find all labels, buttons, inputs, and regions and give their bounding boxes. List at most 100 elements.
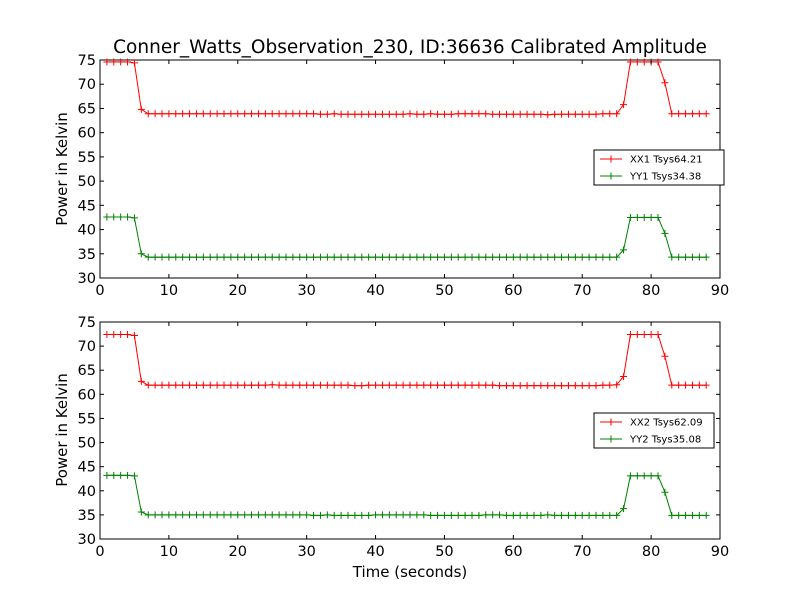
y-tick-label: 60 bbox=[78, 387, 96, 403]
data-point bbox=[475, 253, 483, 261]
x-tick-label: 90 bbox=[711, 544, 729, 560]
data-point bbox=[358, 110, 366, 118]
data-point bbox=[172, 511, 180, 519]
data-point bbox=[206, 253, 214, 261]
legend-marker bbox=[607, 418, 615, 426]
data-point bbox=[626, 331, 634, 339]
data-point bbox=[144, 253, 152, 261]
legend-top: XX1 Tsys64.21 YY1 Tsys34.38 bbox=[593, 149, 725, 186]
data-point bbox=[523, 110, 531, 118]
data-point bbox=[378, 110, 386, 118]
data-point bbox=[392, 511, 400, 519]
data-point bbox=[668, 253, 676, 261]
data-point bbox=[551, 382, 559, 390]
data-point bbox=[158, 511, 166, 519]
data-point bbox=[399, 110, 407, 118]
y-tick-label: 65 bbox=[78, 363, 96, 379]
data-point bbox=[454, 110, 462, 118]
y-tick-label: 40 bbox=[78, 484, 96, 500]
x-tick-label: 50 bbox=[435, 283, 453, 299]
data-point bbox=[206, 381, 214, 389]
data-point bbox=[310, 511, 318, 519]
data-point bbox=[378, 253, 386, 261]
data-point bbox=[468, 511, 476, 519]
data-point bbox=[117, 471, 125, 479]
y-tick-label: 70 bbox=[78, 77, 96, 93]
data-point bbox=[124, 213, 132, 221]
y-tick-label: 55 bbox=[78, 150, 96, 166]
data-point bbox=[351, 382, 359, 390]
data-point bbox=[468, 110, 476, 118]
data-point bbox=[599, 381, 607, 389]
legend-marker bbox=[607, 172, 615, 180]
data-point bbox=[682, 381, 690, 389]
data-point bbox=[468, 381, 476, 389]
y-tick-label: 30 bbox=[78, 271, 96, 287]
data-point bbox=[213, 511, 221, 519]
data-point bbox=[227, 381, 235, 389]
y-tick-label: 35 bbox=[78, 508, 96, 524]
x-tick-label: 70 bbox=[573, 283, 591, 299]
data-point bbox=[509, 511, 517, 519]
data-point bbox=[702, 253, 710, 261]
data-point bbox=[372, 381, 380, 389]
data-point bbox=[440, 381, 448, 389]
data-point bbox=[241, 511, 249, 519]
data-point bbox=[654, 58, 662, 66]
data-point bbox=[620, 372, 628, 380]
data-point bbox=[124, 471, 132, 479]
data-point bbox=[330, 381, 338, 389]
data-point bbox=[303, 253, 311, 261]
x-tick-label: 10 bbox=[160, 544, 178, 560]
data-point bbox=[606, 381, 614, 389]
data-point bbox=[530, 382, 538, 390]
data-point bbox=[688, 511, 696, 519]
data-point bbox=[585, 110, 593, 118]
data-point bbox=[496, 511, 504, 519]
plot-bottom: 0 10 20 30 40 50 60 70 80 9030354045505560657075 … bbox=[53, 315, 729, 581]
data-point bbox=[585, 382, 593, 390]
data-point bbox=[413, 110, 421, 118]
data-point bbox=[234, 110, 242, 118]
data-point bbox=[502, 253, 510, 261]
data-point bbox=[261, 511, 269, 519]
data-point bbox=[516, 253, 524, 261]
data-point bbox=[564, 511, 572, 519]
data-point bbox=[413, 381, 421, 389]
data-point bbox=[647, 213, 655, 221]
data-point bbox=[702, 381, 710, 389]
data-point bbox=[365, 110, 373, 118]
data-point bbox=[358, 382, 366, 390]
data-point bbox=[489, 110, 497, 118]
data-point bbox=[523, 382, 531, 390]
data-point bbox=[179, 381, 187, 389]
data-point bbox=[213, 253, 221, 261]
data-point bbox=[461, 381, 469, 389]
data-point bbox=[530, 511, 538, 519]
data-point bbox=[599, 511, 607, 519]
data-point bbox=[434, 511, 442, 519]
data-point bbox=[158, 253, 166, 261]
data-point bbox=[151, 110, 159, 118]
data-point bbox=[137, 250, 145, 258]
data-point bbox=[296, 110, 304, 118]
data-point bbox=[220, 381, 228, 389]
data-point bbox=[578, 382, 586, 390]
data-point bbox=[661, 352, 669, 360]
data-point bbox=[248, 110, 256, 118]
data-point bbox=[310, 253, 318, 261]
x-axis-label: Time (seconds) bbox=[352, 563, 468, 581]
data-point bbox=[558, 253, 566, 261]
data-point bbox=[530, 253, 538, 261]
data-point bbox=[530, 110, 538, 118]
data-point bbox=[117, 331, 125, 339]
data-point bbox=[592, 253, 600, 261]
data-point bbox=[427, 253, 435, 261]
data-point bbox=[110, 331, 118, 339]
x-tick-label: 20 bbox=[229, 544, 247, 560]
data-point bbox=[110, 58, 118, 66]
x-tick-label: 0 bbox=[95, 283, 104, 299]
data-point bbox=[186, 110, 194, 118]
data-point bbox=[227, 110, 235, 118]
data-point bbox=[254, 253, 262, 261]
